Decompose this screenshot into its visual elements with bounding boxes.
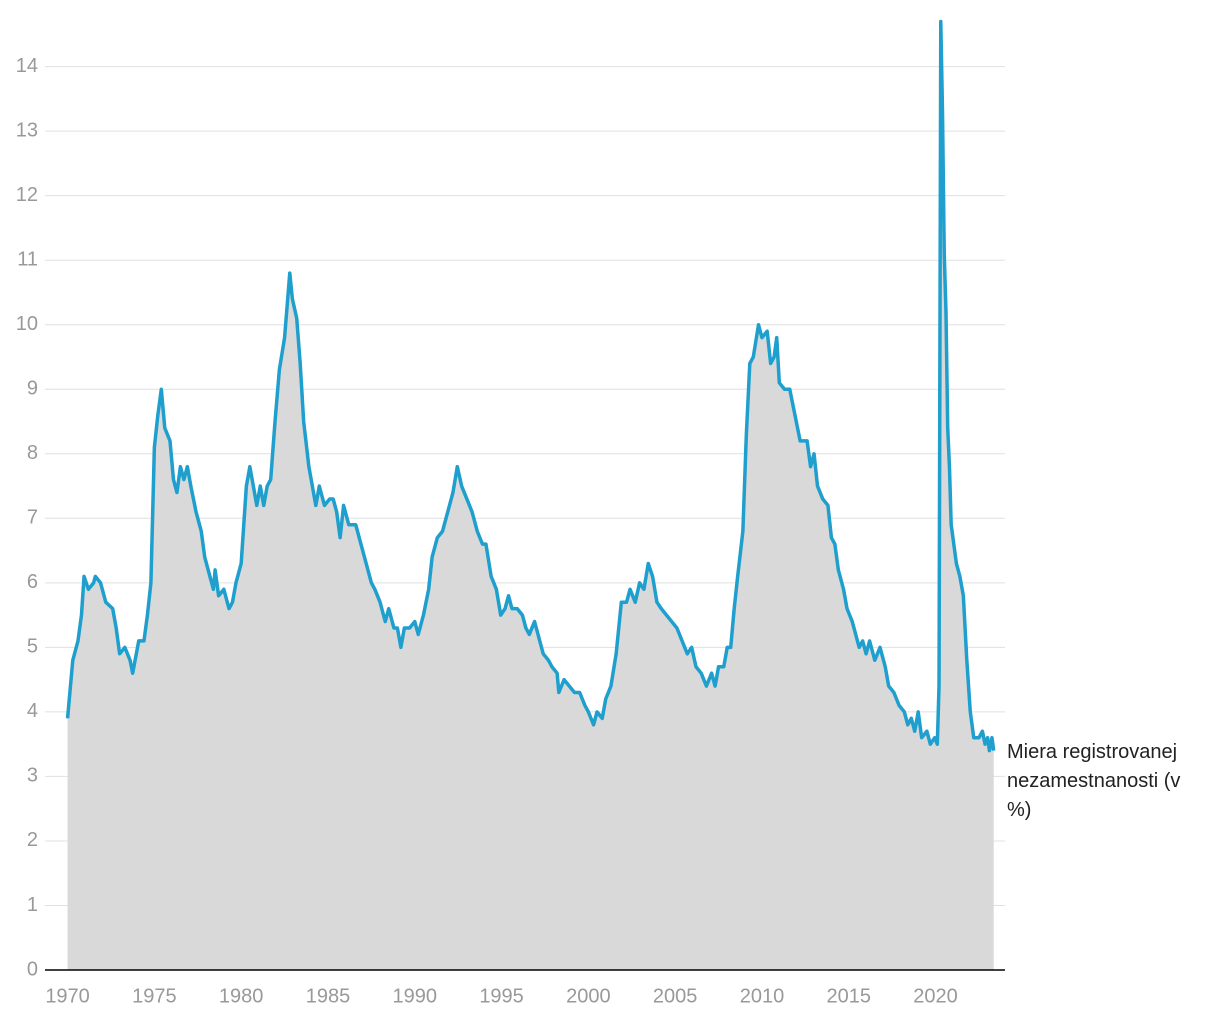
- x-tick-label: 1975: [132, 985, 177, 1007]
- x-tick-label: 1985: [306, 985, 351, 1007]
- x-tick-label: 1970: [45, 985, 90, 1007]
- series-label: Miera registrovanej nezamestnanosti (v %…: [1007, 741, 1181, 821]
- y-tick-label: 3: [27, 765, 38, 787]
- line: [65, 19, 996, 753]
- x-tick-label: 2000: [566, 985, 611, 1007]
- y-tick-label: 1: [27, 894, 38, 916]
- x-tick-label: 2005: [653, 985, 698, 1007]
- x-tick-label: 1995: [479, 985, 524, 1007]
- y-tick-label: 7: [27, 507, 38, 529]
- x-tick-label: 1980: [219, 985, 264, 1007]
- y-tick-label: 0: [27, 958, 38, 980]
- x-tick-label: 1990: [393, 985, 438, 1007]
- y-tick-label: 11: [17, 248, 38, 270]
- y-tick-label: 10: [16, 313, 38, 335]
- y-tick-label: 14: [16, 55, 38, 77]
- x-tick-label: 2020: [913, 985, 958, 1007]
- y-tick-label: 13: [16, 119, 38, 141]
- y-tick-label: 9: [27, 378, 38, 400]
- x-tick-label: 2010: [740, 985, 785, 1007]
- area: [67, 21, 994, 970]
- y-tick-label: 5: [27, 636, 38, 658]
- y-tick-label: 6: [27, 571, 38, 593]
- y-tick-label: 8: [27, 442, 38, 464]
- y-tick-label: 4: [27, 700, 38, 722]
- y-tick-label: 2: [27, 829, 38, 851]
- y-tick-label: 12: [16, 184, 38, 206]
- x-tick-label: 2015: [827, 985, 872, 1007]
